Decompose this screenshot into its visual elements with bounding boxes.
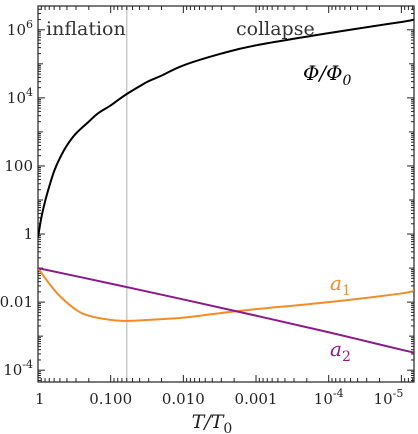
x-tick-label-base: 0.100 xyxy=(89,390,132,408)
y-tick-label-base: 1 xyxy=(23,225,33,243)
series-label-a1: a1 xyxy=(330,271,351,299)
x-tick-label: 10-5 xyxy=(374,387,404,408)
series-line-a2 xyxy=(38,267,414,354)
x-tick-label-exp: -5 xyxy=(393,387,404,400)
y-tick-label-base: 100 xyxy=(4,157,33,175)
y-tick-label-exp: 4 xyxy=(26,86,33,99)
y-tick-label-base: 0.01 xyxy=(0,293,33,311)
y-tick-label: 10-4 xyxy=(3,358,33,379)
series-label-a2-text: a xyxy=(330,337,342,361)
series-label-phi-text: Φ/Φ xyxy=(303,61,343,85)
y-tick-label: 0.01 xyxy=(0,293,33,311)
x-tick-label-base: 10 xyxy=(374,390,393,408)
series-line-phi xyxy=(38,18,414,238)
series-label-a1-sub: 1 xyxy=(342,283,351,299)
x-tick-label-base: 10 xyxy=(314,390,333,408)
y-tick-label-exp: 6 xyxy=(26,18,33,31)
x-tick-label: 0.001 xyxy=(235,390,278,408)
series-line-a1 xyxy=(38,267,414,322)
x-tick-label: 1 xyxy=(35,390,45,408)
y-tick-label: 104 xyxy=(7,86,33,107)
y-tick-label: 100 xyxy=(4,157,33,175)
plot-frame xyxy=(37,5,415,383)
y-tick-label-base: 10 xyxy=(7,89,26,107)
y-tick-label: 1 xyxy=(23,225,33,243)
y-tick-label-base: 10 xyxy=(3,361,22,379)
region-label-inflation: inflation xyxy=(46,18,126,40)
x-axis-ticks: 1 0.100 0.010 0.001 10-4 10-5 xyxy=(35,6,414,408)
y-tick-label-base: 10 xyxy=(7,21,26,39)
x-tick-label-exp: -4 xyxy=(333,387,344,400)
region-label-collapse: collapse xyxy=(236,18,315,40)
x-axis-label-text: T/T xyxy=(192,411,225,433)
x-tick-label-base: 0.001 xyxy=(235,390,278,408)
x-tick-label-base: 0.010 xyxy=(162,390,205,408)
series-label-phi-sub: 0 xyxy=(343,73,352,89)
x-axis-label: T/T0 xyxy=(192,411,233,434)
y-tick-label-exp: -4 xyxy=(22,358,33,371)
x-tick-label-base: 1 xyxy=(35,390,45,408)
series-label-phi: Φ/Φ0 xyxy=(303,61,352,89)
x-axis-label-sub: 0 xyxy=(223,421,232,434)
x-tick-label: 0.010 xyxy=(162,390,205,408)
series-label-a2: a2 xyxy=(330,337,351,365)
series-label-a1-text: a xyxy=(330,271,342,295)
x-tick-label: 0.100 xyxy=(89,390,132,408)
series-lines xyxy=(38,18,414,354)
x-tick-label: 10-4 xyxy=(314,387,344,408)
y-tick-label: 106 xyxy=(7,18,33,39)
series-label-a2-sub: 2 xyxy=(342,349,351,365)
